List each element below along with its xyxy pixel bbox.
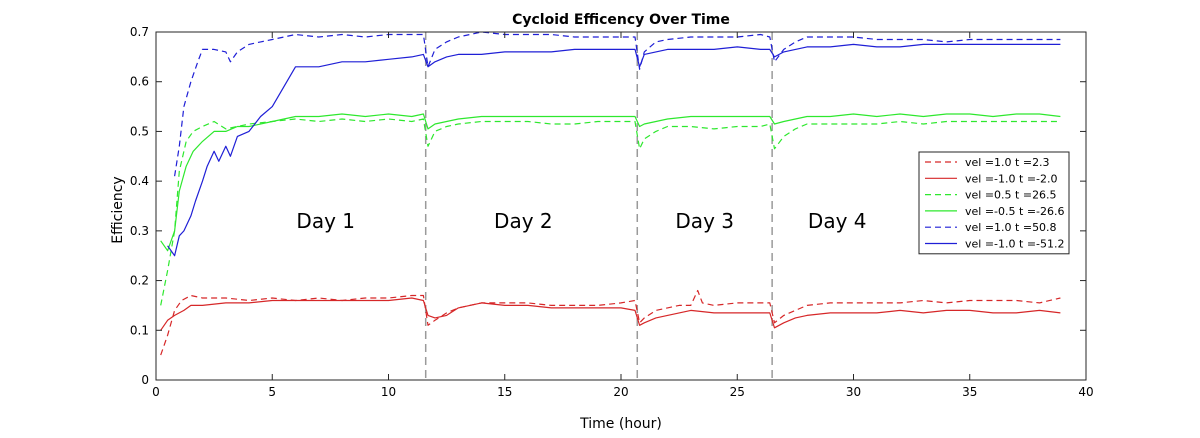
day-annotations: Day 1 Day 2 Day 3 Day 4 (296, 209, 866, 233)
legend-entry-4: vel =-0.5 t =-26.6 (965, 205, 1065, 218)
y-tick-label: 0.5 (130, 124, 149, 138)
series-line-5 (174, 31, 1061, 177)
legend-entry-5: vel =1.0 t =50.8 (965, 221, 1057, 234)
y-tick-label: 0.2 (130, 274, 149, 288)
legend-entry-1: vel =1.0 t =2.3 (965, 156, 1050, 169)
x-tick-label: 10 (381, 385, 396, 399)
x-tick-label: 5 (268, 385, 276, 399)
day-label-2: Day 2 (494, 209, 553, 233)
y-tick-label: 0.3 (130, 224, 149, 238)
series-line-3 (160, 118, 1061, 306)
y-tick-label: 0.4 (130, 174, 149, 188)
axes: 0 5 10 15 20 25 30 35 40 0 0.1 0.2 0.3 0.4 0.5 0.6 0.7 (130, 25, 1094, 399)
series-line-2 (160, 297, 1061, 331)
day-boundary-lines (424, 32, 773, 380)
x-axis-label: Time (hour) (579, 416, 662, 432)
legend-entry-2: vel =-1.0 t =-2.0 (965, 172, 1058, 185)
day-label-3: Day 3 (675, 209, 734, 233)
x-tick-label: 20 (613, 385, 628, 399)
day-label-1: Day 1 (296, 209, 355, 233)
legend-entry-3: vel =0.5 t =26.5 (965, 189, 1057, 202)
day-label-4: Day 4 (808, 209, 867, 233)
legend-entry-6: vel =-1.0 t =-51.2 (965, 238, 1065, 251)
y-tick-label: 0.7 (130, 25, 149, 39)
legend-box (918, 151, 1070, 255)
series-line-4 (160, 113, 1061, 252)
x-tick-label: 40 (1078, 385, 1093, 399)
y-tick-label: 0.1 (130, 323, 149, 337)
x-tick-label: 25 (730, 385, 745, 399)
series-lines (160, 31, 1061, 356)
y-axis-label: Efficiency (110, 176, 126, 243)
y-tick-label: 0.6 (130, 75, 149, 89)
legend: vel =1.0 t =2.3 vel =-1.0 t =-2.0 vel =0.5… (918, 151, 1070, 255)
x-tick-label: 15 (497, 385, 512, 399)
series-line-6 (167, 43, 1061, 257)
x-tick-label: 35 (962, 385, 977, 399)
y-tick-label: 0 (141, 373, 149, 387)
x-tick-label: 30 (846, 385, 861, 399)
x-tick-label: 0 (152, 385, 160, 399)
chart-title: Cycloid Efficency Over Time (512, 12, 730, 28)
